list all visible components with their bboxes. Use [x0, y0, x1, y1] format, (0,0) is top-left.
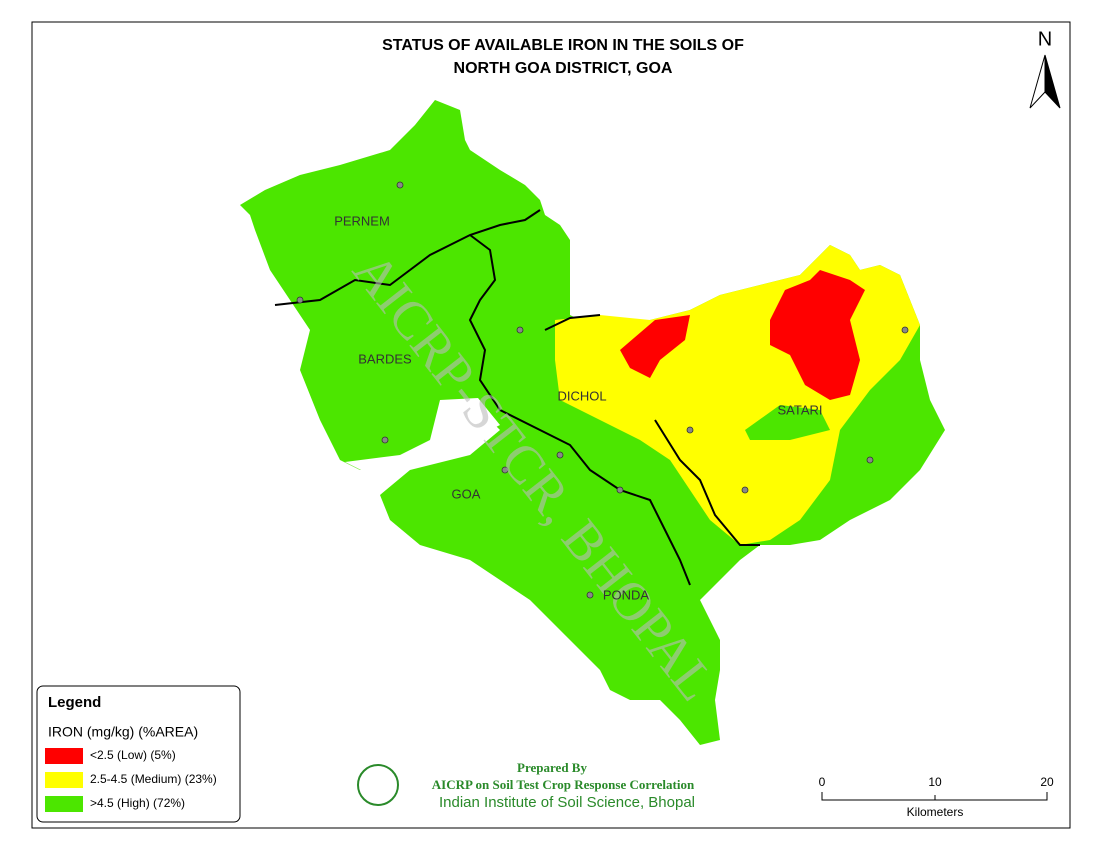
region-label: BARDES	[358, 351, 412, 366]
north-label: N	[1038, 28, 1052, 50]
region-label: PONDA	[603, 587, 650, 602]
taluka-boundary	[274, 209, 760, 586]
legend-swatch	[45, 748, 83, 764]
scale-tick-label: 0	[819, 775, 826, 789]
low-zone	[770, 270, 865, 400]
legend-swatch	[45, 796, 83, 812]
scale-line	[821, 792, 1048, 801]
credit-line: Indian Institute of Soil Science, Bhopal	[439, 794, 695, 811]
credits: Prepared By AICRP on Soil Test Crop Resp…	[357, 760, 695, 811]
region-label: GOA	[452, 486, 481, 501]
legend-label: 2.5-4.5 (Medium) (23%)	[90, 772, 217, 786]
high-zone	[240, 100, 945, 745]
region-label: PERNEM	[334, 213, 390, 228]
scale-bar	[821, 792, 1048, 801]
icar-logo	[357, 764, 399, 806]
scale-tick-label: 20	[1040, 775, 1054, 789]
legend-label: >4.5 (High) (72%)	[90, 796, 185, 810]
legend-subtitle: IRON (mg/kg) (%AREA)	[48, 724, 198, 740]
legend: Legend IRON (mg/kg) (%AREA)	[36, 685, 241, 823]
low-zone	[620, 315, 690, 378]
legend-swatch	[45, 772, 83, 788]
estuary	[345, 398, 500, 472]
high-patch	[745, 405, 830, 440]
north-arrow	[1044, 54, 1061, 109]
title: STATUS OF AVAILABLE IRON IN THE SOILS OF	[382, 37, 744, 54]
credit-line: Prepared By	[517, 760, 587, 775]
credit-line: AICRP on Soil Test Crop Response Correla…	[432, 777, 695, 792]
sample-points	[296, 181, 909, 599]
scale-unit: Kilometers	[907, 805, 964, 819]
legend-label: <2.5 (Low) (5%)	[90, 748, 176, 762]
region-label: SATARI	[777, 402, 822, 417]
scale-tick-label: 10	[928, 775, 942, 789]
legend-title: Legend	[48, 694, 101, 711]
map	[240, 100, 945, 745]
region-label: DICHOL	[557, 388, 606, 403]
legend-box	[36, 685, 241, 823]
title: NORTH GOA DISTRICT, GOA	[454, 60, 673, 77]
